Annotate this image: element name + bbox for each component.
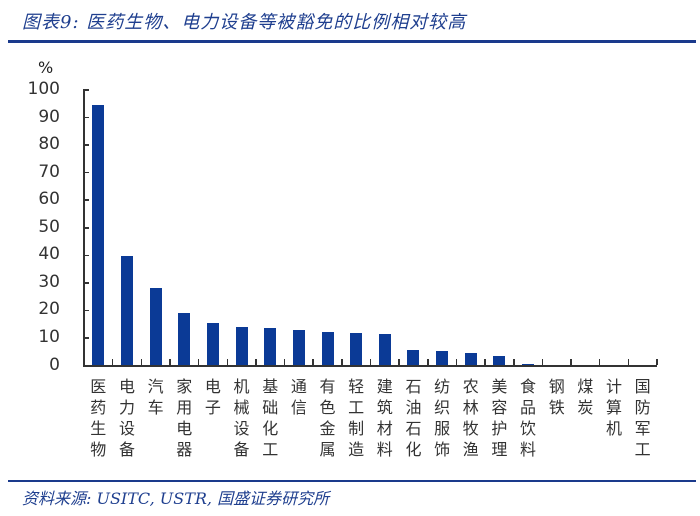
- x-category-label: 国防军工: [634, 377, 651, 459]
- y-tick-label: 60: [38, 189, 60, 210]
- x-tick: [627, 359, 630, 365]
- x-tick: [541, 359, 544, 365]
- y-tick-label: 0: [49, 354, 60, 375]
- x-category-label: 电力设备: [118, 377, 135, 459]
- x-category-label: 美容护理: [491, 377, 508, 459]
- y-tick: [83, 337, 89, 339]
- source-note: 资料来源: USITC, USTR, 国盛证券研究所: [22, 489, 330, 508]
- bar: [378, 334, 391, 366]
- y-tick-label: 20: [38, 299, 60, 320]
- bar: [522, 363, 535, 366]
- bar: [178, 313, 191, 366]
- x-axis: [83, 365, 657, 367]
- y-tick-label: 100: [27, 79, 60, 99]
- x-tick: [197, 359, 200, 365]
- title-divider: [8, 40, 696, 43]
- x-tick: [283, 359, 286, 365]
- x-tick: [656, 359, 658, 365]
- x-category-label: 煤炭: [577, 377, 594, 417]
- bar: [464, 353, 477, 366]
- x-tick: [255, 359, 257, 365]
- bar: [436, 351, 449, 366]
- bar: [493, 356, 506, 366]
- x-tick: [369, 359, 372, 365]
- x-tick: [484, 359, 486, 365]
- x-tick: [598, 359, 601, 365]
- bar: [92, 105, 105, 366]
- y-tick: [83, 144, 89, 146]
- y-tick-label: 10: [38, 326, 60, 347]
- x-tick: [169, 359, 171, 365]
- y-tick: [83, 254, 89, 257]
- y-tick-label: 80: [38, 134, 60, 155]
- x-category-label: 轻工制造: [348, 377, 365, 459]
- bar: [407, 349, 420, 366]
- y-tick: [83, 89, 89, 91]
- y-tick-label: 40: [38, 244, 60, 265]
- y-tick: [83, 199, 89, 201]
- y-tick: [83, 116, 89, 119]
- bar: [321, 331, 334, 366]
- bar: [235, 327, 248, 366]
- bar: [350, 332, 363, 366]
- bar: [206, 322, 219, 366]
- x-category-label: 机械设备: [233, 377, 250, 459]
- y-tick-label: 30: [38, 271, 60, 292]
- x-category-label: 电子: [204, 377, 221, 417]
- x-category-label: 石油石化: [405, 377, 422, 459]
- x-category-label: 食品饮料: [520, 377, 537, 459]
- y-tick-label: 70: [38, 161, 60, 182]
- y-tick: [83, 227, 89, 229]
- x-category-label: 农林牧渔: [462, 377, 479, 459]
- x-category-label: 医药生物: [90, 377, 107, 459]
- bar: [264, 327, 277, 366]
- x-tick: [312, 359, 314, 365]
- x-category-label: 汽车: [147, 377, 164, 417]
- chart-title: 图表9: 医药生物、电力设备等被豁免的比例相对较高: [22, 12, 467, 33]
- x-tick: [226, 359, 228, 365]
- y-tick: [83, 282, 89, 284]
- x-tick: [341, 359, 343, 365]
- x-tick: [140, 359, 143, 365]
- x-category-label: 有色金属: [319, 377, 336, 459]
- y-tick-label: 90: [38, 106, 60, 127]
- x-category-label: 计算机: [606, 377, 623, 438]
- x-tick: [513, 359, 515, 365]
- x-category-label: 通信: [290, 377, 307, 417]
- y-tick: [83, 364, 89, 367]
- x-tick: [398, 359, 400, 365]
- y-tick-label: 50: [38, 216, 60, 237]
- x-category-label: 纺织服饰: [434, 377, 451, 459]
- y-tick: [83, 171, 89, 174]
- x-tick: [427, 359, 429, 365]
- x-tick: [111, 359, 114, 365]
- y-axis-unit: %: [38, 58, 54, 77]
- bar: [292, 329, 305, 366]
- bar: [120, 256, 133, 366]
- x-tick: [455, 359, 458, 365]
- y-tick: [83, 309, 89, 312]
- x-tick: [570, 359, 572, 365]
- x-category-label: 建筑材料: [376, 377, 393, 459]
- bar: [149, 288, 162, 366]
- x-category-label: 基础化工: [262, 377, 279, 459]
- x-category-label: 家用电器: [176, 377, 193, 459]
- source-divider: [8, 480, 696, 482]
- x-category-label: 钢铁: [548, 377, 565, 417]
